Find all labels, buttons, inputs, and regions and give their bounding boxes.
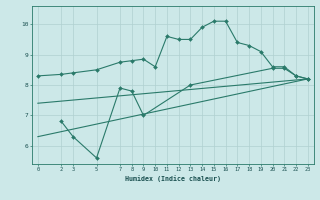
X-axis label: Humidex (Indice chaleur): Humidex (Indice chaleur)	[125, 175, 221, 182]
